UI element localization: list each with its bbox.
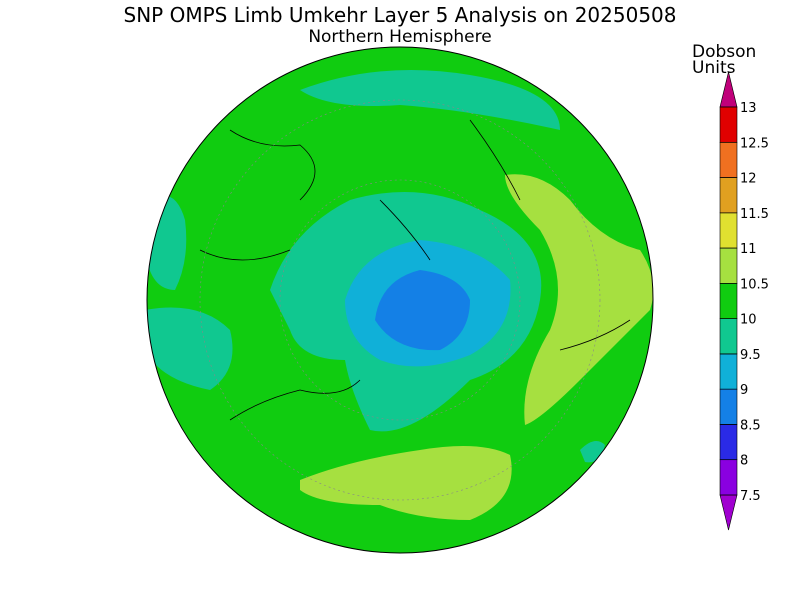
light-green-patch: [300, 446, 512, 520]
latitude-line: [279, 179, 521, 421]
colorbar-tick-label: 10.5: [740, 277, 769, 292]
light-green-patch: [505, 174, 653, 425]
coastline: [199, 119, 631, 421]
colorbar-segment: [719, 212, 738, 249]
colorbar-segment: [719, 177, 738, 214]
map-border: [146, 46, 654, 554]
subtitle: Northern Hemisphere: [308, 27, 491, 47]
colorbar-tick-label: 8.5: [740, 418, 761, 433]
blue-patch: [375, 270, 470, 351]
teal-patch: [300, 70, 560, 130]
colorbar-tick-label: 10: [740, 313, 757, 328]
colorbar-label: Units: [692, 58, 736, 78]
colorbar-tick-label: 7.5: [740, 489, 761, 504]
colorbar-segment: [719, 388, 738, 425]
colorbar-segment: [719, 247, 738, 284]
colorbar-segment: [719, 353, 738, 390]
colorbar-tick-label: 9: [740, 383, 748, 398]
colorbar-segment: [719, 283, 738, 319]
teal-patch: [147, 307, 233, 390]
colorbar-tick-label: 12: [740, 172, 757, 187]
colorbar-segment: [719, 318, 738, 355]
colorbar-tick-label: 12.5: [740, 136, 769, 151]
colorbar-tick-label: 13: [740, 101, 757, 116]
title: SNP OMPS Limb Umkehr Layer 5 Analysis on…: [124, 3, 677, 27]
ozone-field: [147, 47, 653, 553]
colorbar-tick-label: 11.5: [740, 207, 769, 222]
colorbar-label: Dobson: [692, 42, 756, 62]
colorbar-tick-label: 11: [740, 242, 757, 257]
colorbar-segment: [719, 424, 738, 461]
colorbar-segment: [719, 106, 738, 143]
colorbar-tick-label: 8: [740, 454, 748, 469]
colorbar-under: [719, 494, 738, 531]
latitude-line: [199, 99, 601, 501]
colorbar-segment: [719, 141, 738, 178]
colorbar-segment: [719, 459, 738, 496]
colorbar-tick-label: 9.5: [740, 348, 761, 363]
